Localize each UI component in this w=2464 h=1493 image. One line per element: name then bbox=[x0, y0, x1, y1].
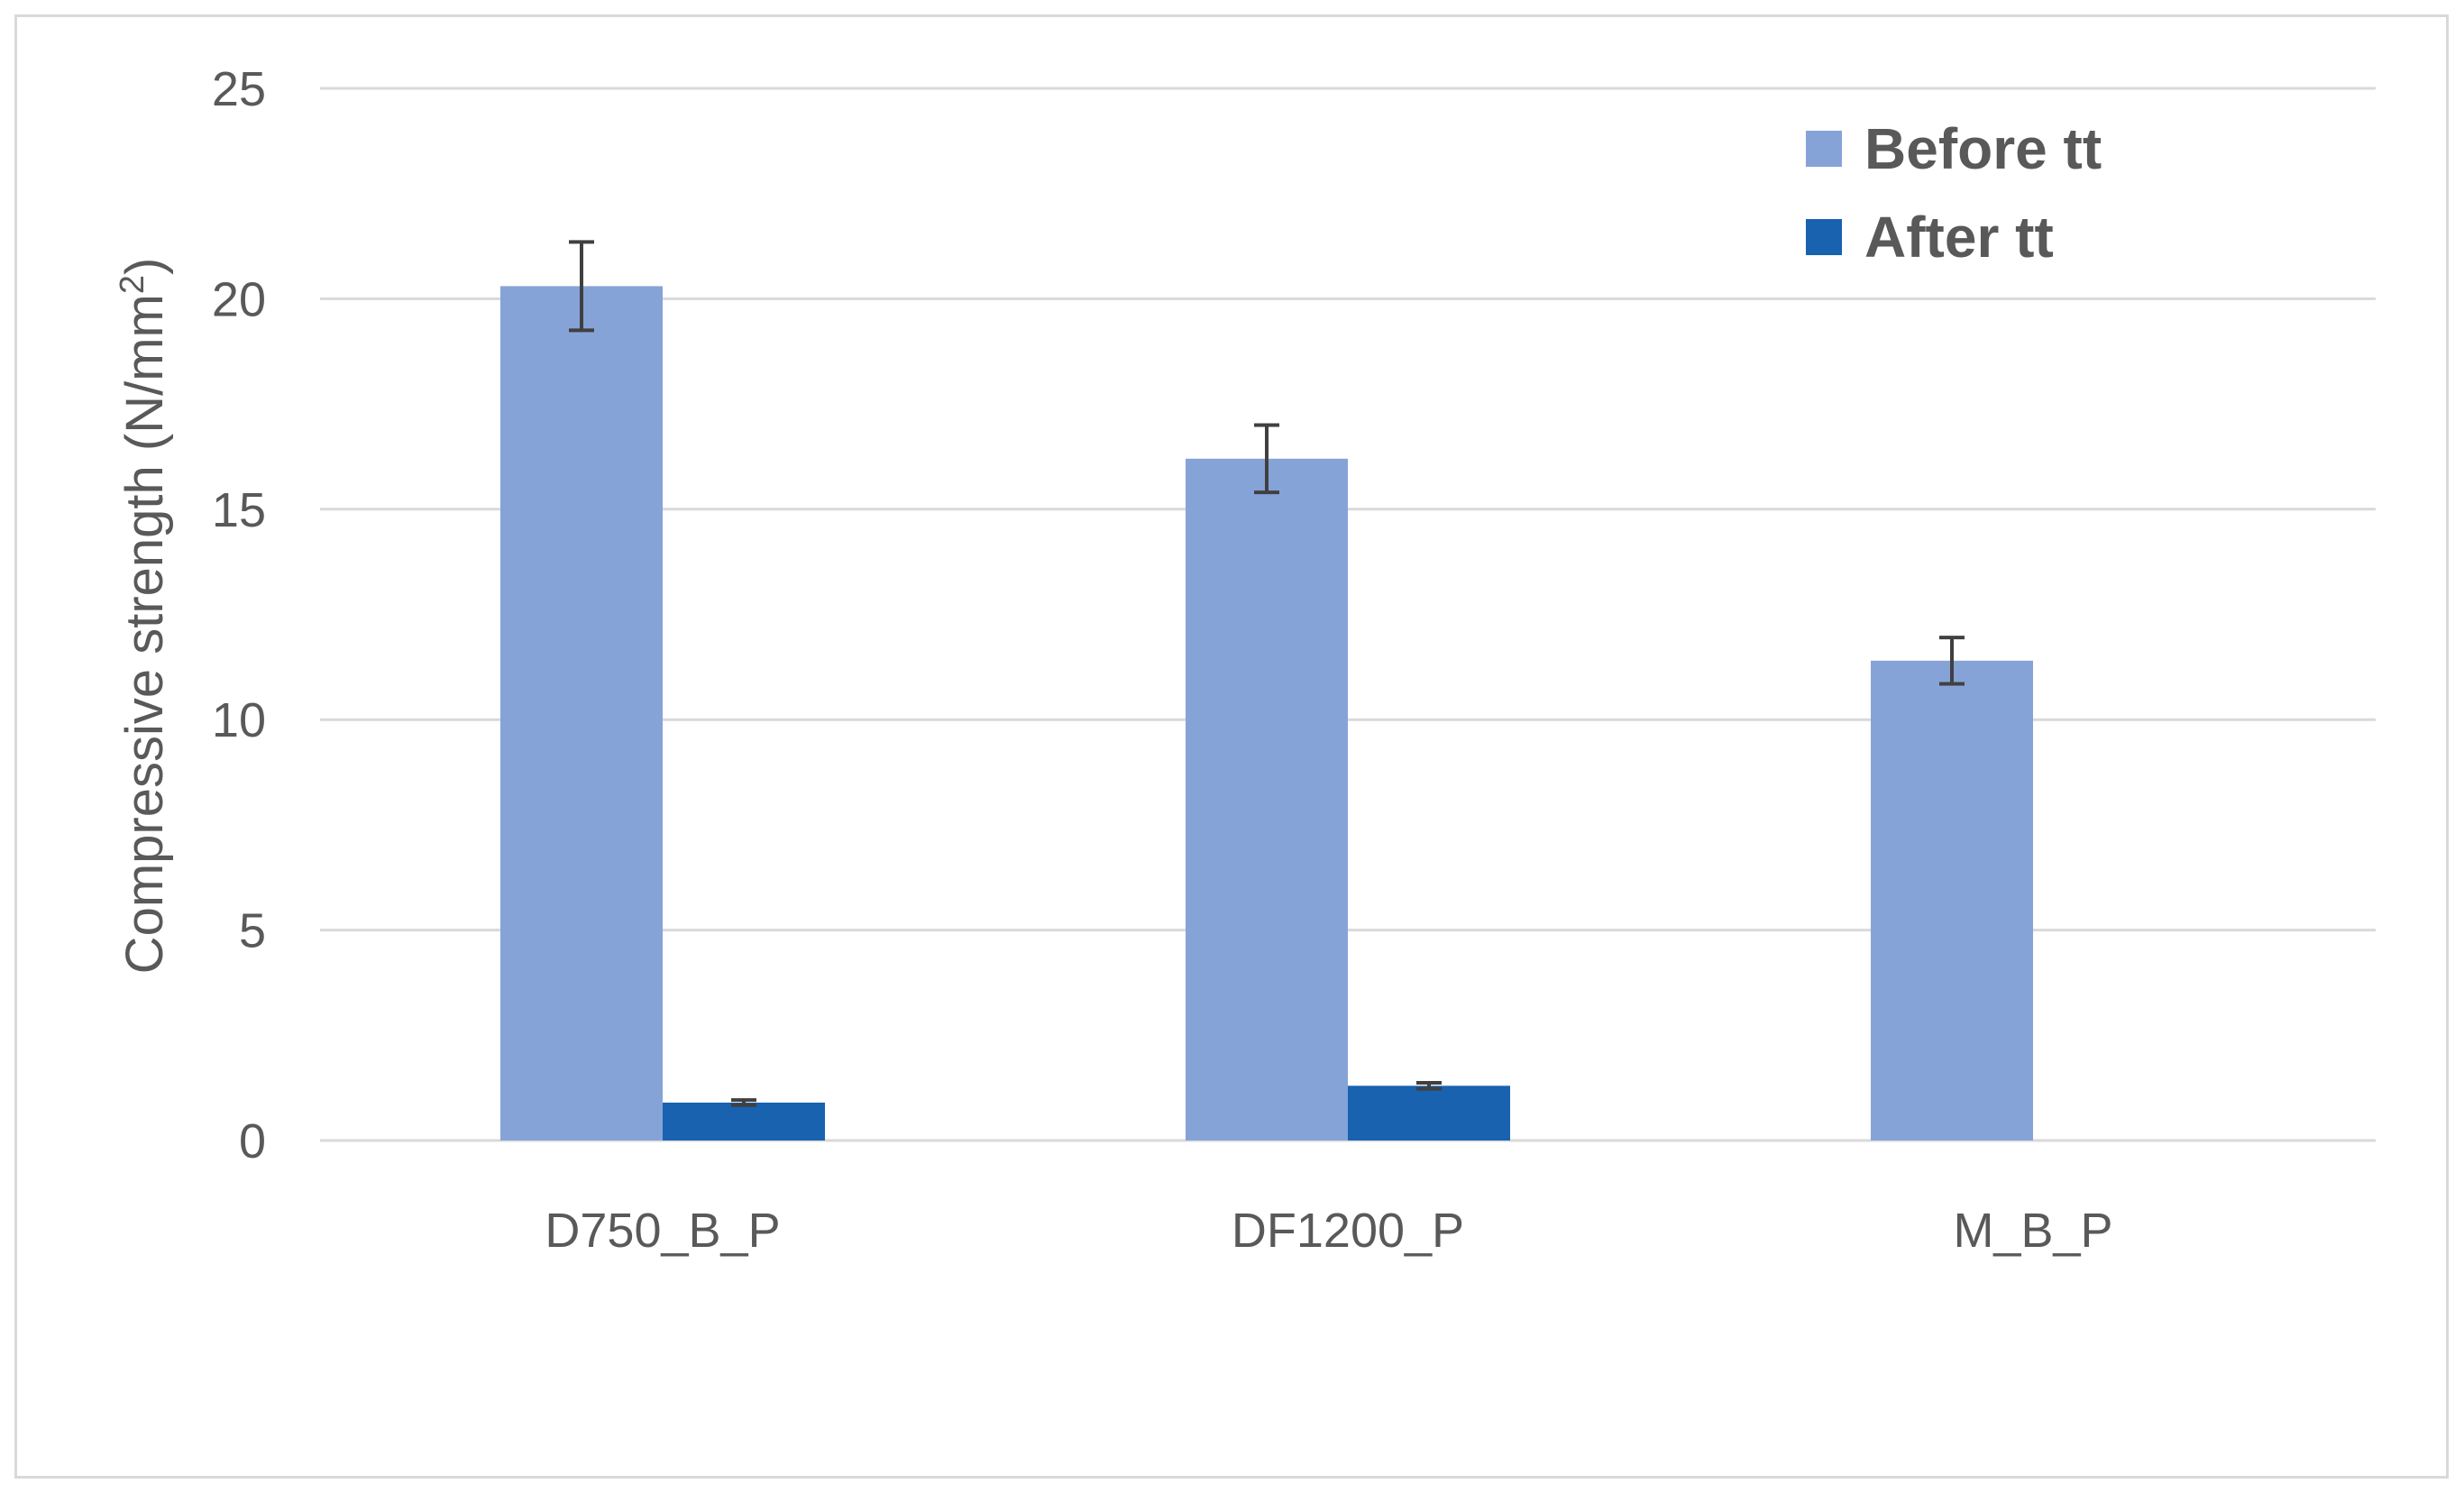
x-tick-label-m_b_p: M_B_P bbox=[1953, 1204, 2112, 1258]
y-tick-label-10: 10 bbox=[212, 693, 266, 747]
bars bbox=[500, 286, 2033, 1140]
legend-label-before-tt: Before tt bbox=[1864, 116, 2102, 181]
legend-swatch-after-tt bbox=[1806, 219, 1842, 255]
y-axis-title-main: Compressive strength (N/mm bbox=[115, 294, 174, 974]
error-bar-before-tt-m_b_p bbox=[1939, 636, 1965, 686]
legend-swatch-before-tt bbox=[1806, 131, 1842, 167]
error-bars bbox=[569, 240, 1965, 1107]
error-bar-after-tt-d750_b_p bbox=[731, 1098, 756, 1107]
y-tick-label-25: 25 bbox=[212, 62, 266, 116]
bar-before-tt-d750_b_p bbox=[500, 286, 663, 1140]
error-bar-before-tt-df1200_p bbox=[1254, 423, 1279, 495]
legend-label-after-tt: After tt bbox=[1864, 205, 2054, 270]
error-bar-before-tt-d750_b_p bbox=[569, 240, 594, 333]
y-tick-label-20: 20 bbox=[212, 272, 266, 326]
y-axis-title-close: ) bbox=[115, 258, 174, 275]
bar-before-tt-df1200_p bbox=[1186, 458, 1348, 1140]
bar-after-tt-d750_b_p bbox=[663, 1102, 825, 1140]
x-tick-label-df1200_p: DF1200_P bbox=[1232, 1204, 1464, 1258]
legend: Before tt After tt bbox=[1806, 116, 2102, 270]
x-tick-label-d750_b_p: D750_B_P bbox=[545, 1204, 780, 1258]
y-tick-label-5: 5 bbox=[239, 904, 266, 958]
bar-before-tt-m_b_p bbox=[1871, 660, 2033, 1140]
bar-after-tt-df1200_p bbox=[1348, 1085, 1510, 1140]
y-axis-title-superscript: 2 bbox=[114, 275, 151, 294]
y-axis-ticks: 0 5 10 15 20 25 bbox=[212, 62, 266, 1168]
y-tick-label-15: 15 bbox=[212, 483, 266, 537]
y-axis-title: Compressive strength (N/mm2) bbox=[114, 258, 174, 975]
y-tick-label-0: 0 bbox=[239, 1114, 266, 1168]
error-bar-after-tt-df1200_p bbox=[1416, 1081, 1442, 1091]
x-axis-ticks: D750_B_P DF1200_P M_B_P bbox=[545, 1204, 2112, 1258]
